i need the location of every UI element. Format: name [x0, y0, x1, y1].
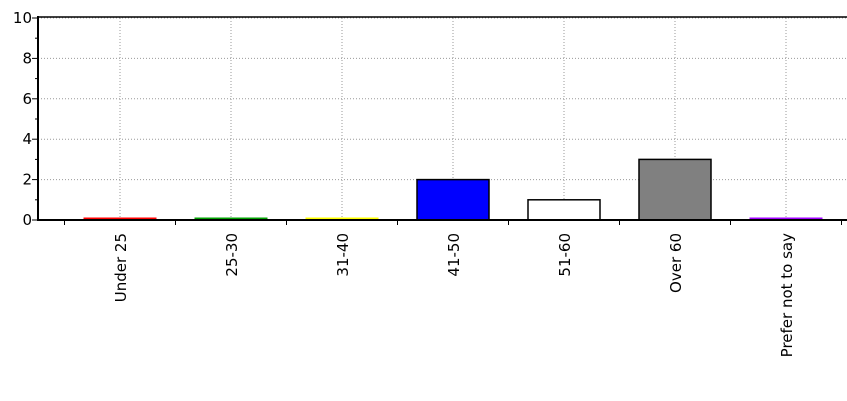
y-tick-label: 0 — [22, 211, 32, 229]
x-tick-label: Over 60 — [667, 233, 685, 293]
bar — [416, 178, 490, 221]
bar — [527, 199, 601, 221]
bar — [638, 158, 712, 221]
x-tick-label: Prefer not to say — [778, 233, 796, 357]
x-tick-label: Under 25 — [112, 233, 130, 302]
y-tick-label: 8 — [22, 49, 32, 67]
x-tick-label: 31-40 — [334, 233, 352, 277]
x-tick-label: 51-60 — [556, 233, 574, 277]
y-tick-label: 4 — [22, 130, 32, 148]
x-tick-label: 25-30 — [223, 233, 241, 277]
x-tick-label: 41-50 — [445, 233, 463, 277]
y-tick-label: 2 — [22, 171, 32, 189]
y-tick-label: 6 — [22, 90, 32, 108]
y-tick-label: 10 — [13, 9, 32, 27]
